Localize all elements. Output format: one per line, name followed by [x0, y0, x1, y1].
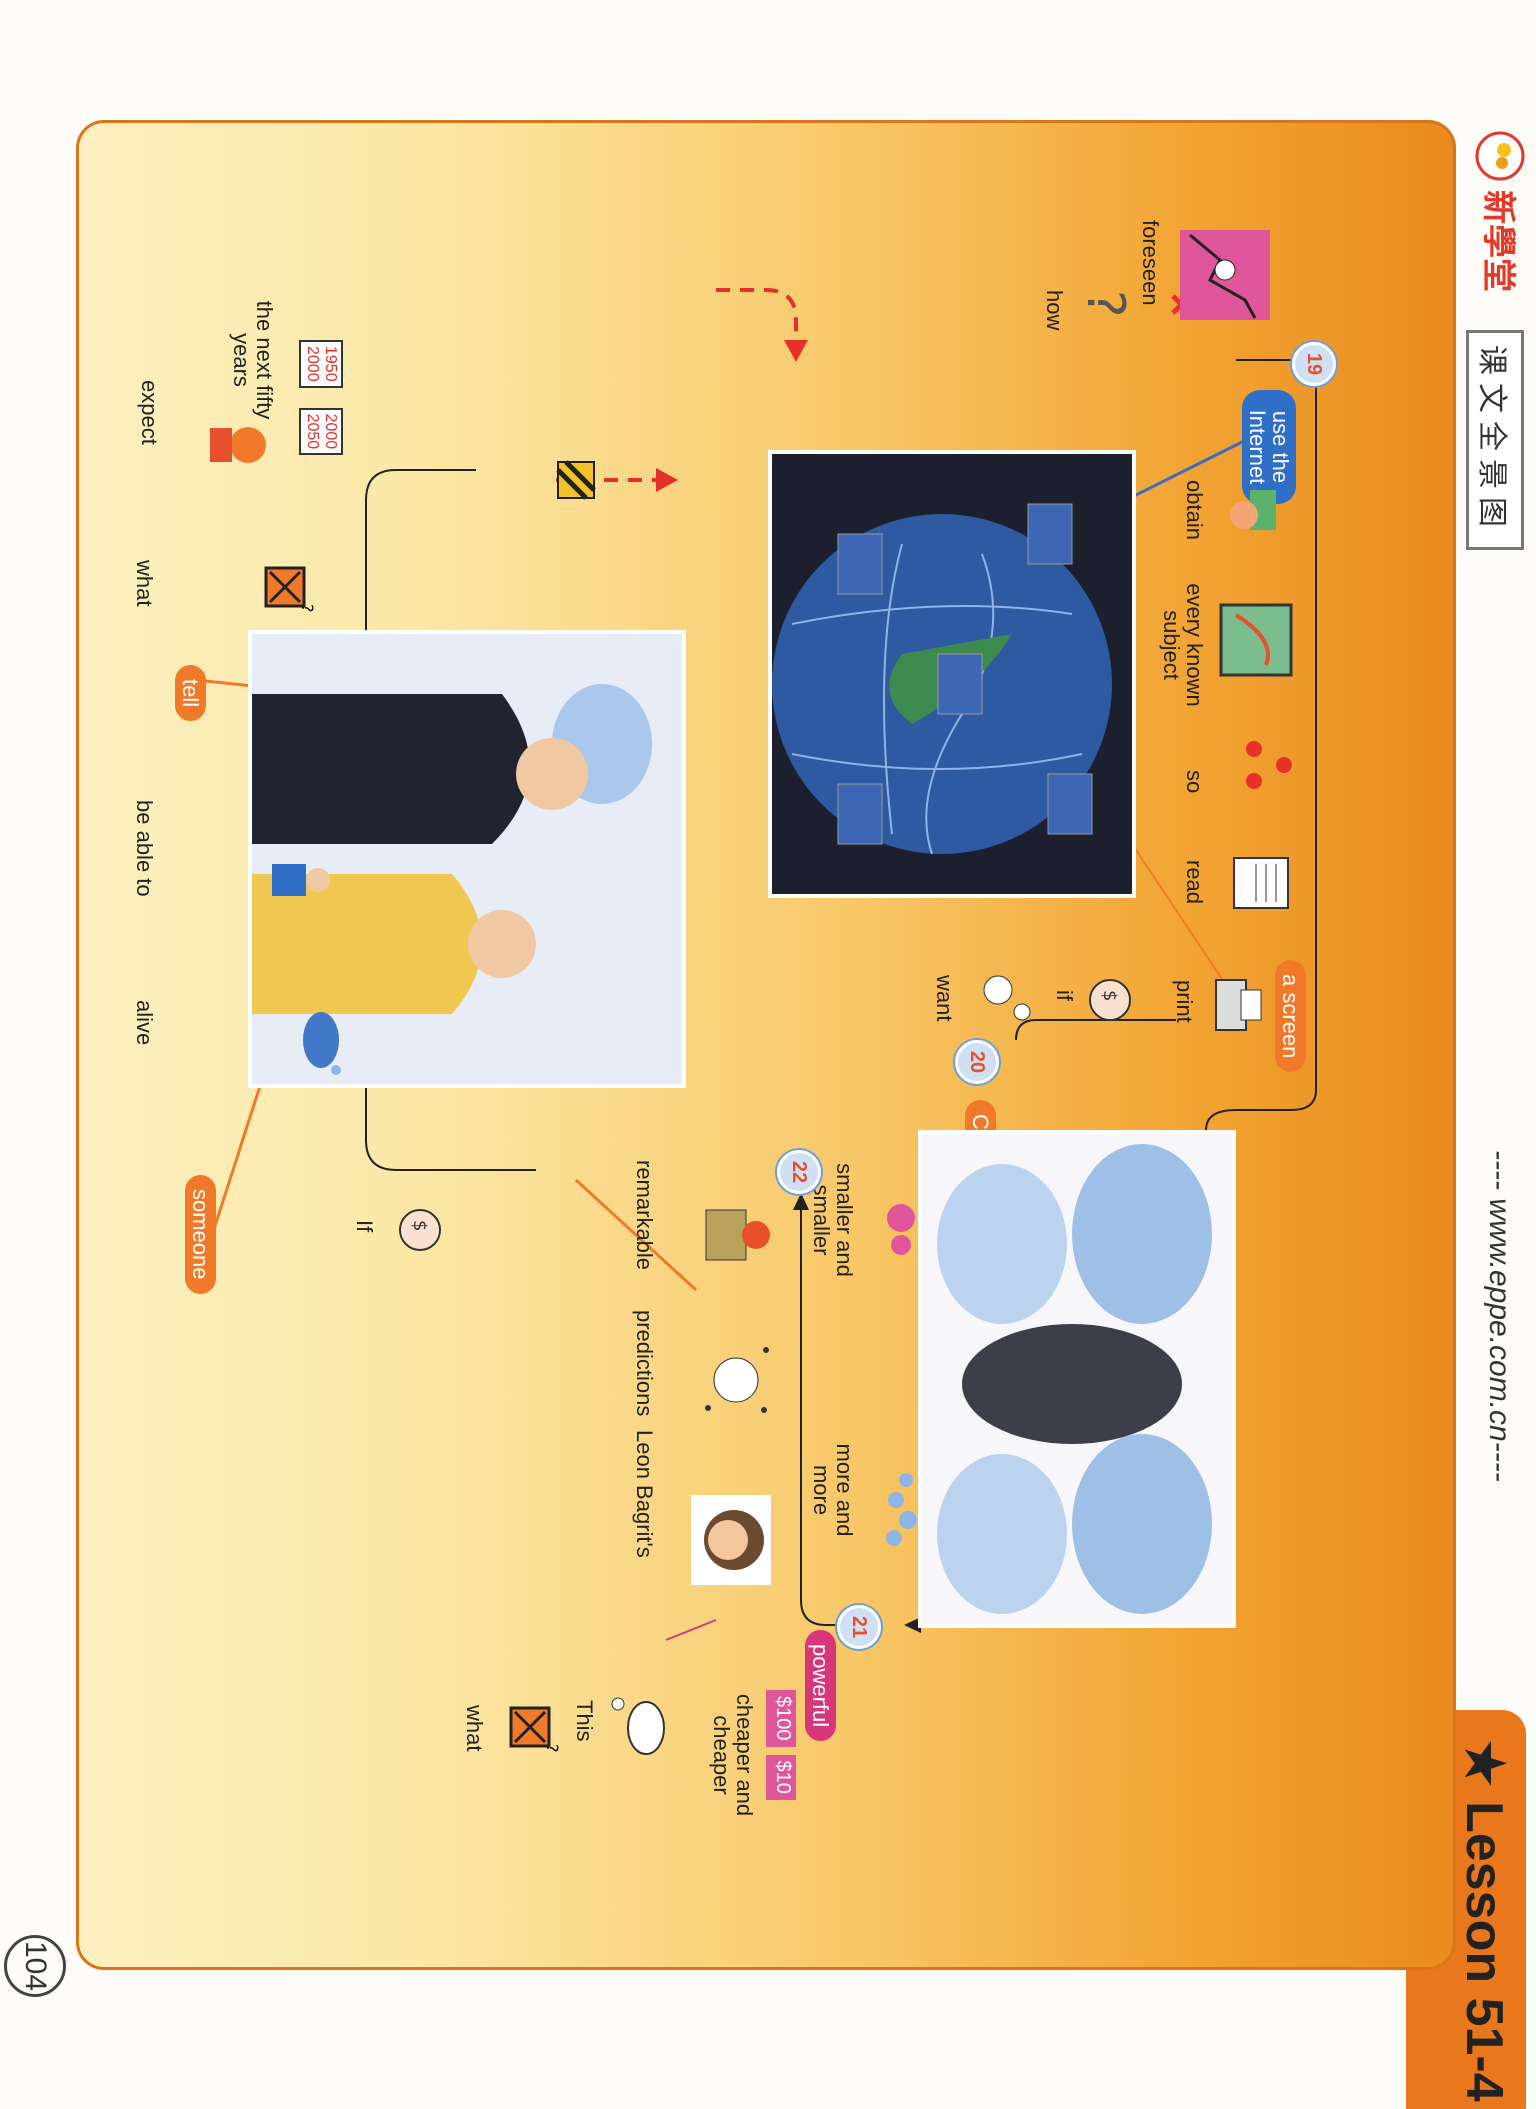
word-want: want [932, 975, 957, 1022]
prism-icon [876, 1200, 926, 1270]
word-next-fifty-years: the next fifty years [228, 300, 277, 420]
calendar-to: 2000 2050 [299, 407, 343, 456]
men-talking-image [248, 630, 686, 1088]
word-read: read [1182, 860, 1207, 905]
calendar-from: 1950 2000 [299, 340, 343, 388]
page-number: 104 [4, 1935, 66, 1997]
question-figure-icon: ? [1075, 280, 1136, 340]
marker-22: 22 [777, 1150, 821, 1194]
svg-text:?: ? [1075, 290, 1135, 318]
label-someone: someone [184, 1175, 216, 1294]
label-tell: tell [174, 665, 206, 722]
leon-portrait-icon [686, 1490, 776, 1590]
svg-text:$: $ [409, 1220, 430, 1231]
logo-icon [1474, 130, 1526, 182]
dots-icon [1236, 735, 1296, 795]
word-what-row2: what [462, 1705, 487, 1752]
word-if-row3: If [352, 1220, 377, 1233]
marker-20: 20 [955, 1040, 999, 1084]
newspaper-icon [1226, 850, 1296, 920]
barrier-icon [556, 460, 596, 500]
computers-image [918, 1130, 1236, 1628]
svg-text:?: ? [298, 604, 317, 613]
fortune-teller-icon [696, 1200, 776, 1270]
word-more-and-more: more and more [808, 1443, 857, 1537]
sparkle-icon [696, 1340, 776, 1420]
box-question-icon: ? [501, 1700, 562, 1760]
hand-money-icon [1226, 480, 1286, 550]
word-if-row1: if [1052, 990, 1077, 1001]
word-be-able-to: be able to [132, 800, 157, 897]
word-how: how [1042, 290, 1067, 331]
svg-text:?: ? [543, 1744, 562, 1753]
price-tag-100: $100 [766, 1690, 796, 1747]
bubbles-icon [876, 1470, 926, 1550]
word-obtain: obtain [1182, 480, 1207, 540]
blue-fish-icon [286, 1000, 356, 1080]
word-alive: alive [132, 1000, 157, 1046]
svg-text:$: $ [1099, 990, 1120, 1001]
book-icon [1216, 600, 1296, 680]
globe-network-image [768, 450, 1136, 898]
price-tags: $100 $10 [766, 1690, 796, 1830]
price-tag-10: $10 [766, 1754, 796, 1800]
word-so: so [1182, 770, 1207, 794]
label-a-screen: a screen [1274, 960, 1306, 1073]
word-expect: expect [137, 380, 162, 445]
word-foreseen: foreseen [1138, 220, 1163, 306]
speech-bubble-icon [606, 1690, 676, 1760]
marker-19: 19 [1292, 342, 1336, 386]
word-remarkable: remarkable [632, 1160, 657, 1271]
praying-person-icon [266, 850, 336, 910]
word-what-row3: what [132, 560, 157, 607]
moneybag-icon: $ [396, 1200, 456, 1260]
marker-21: 21 [837, 1605, 881, 1649]
person-thinking-icon [206, 410, 276, 480]
printer-icon [1206, 970, 1266, 1040]
word-cheaper-and-cheaper: cheaper and cheaper [708, 1693, 757, 1817]
word-print: print [1172, 980, 1197, 1023]
chart-man-icon [1170, 220, 1280, 330]
word-every-known-subject: every known subject [1158, 583, 1207, 707]
moneybag-icon: $ [1086, 970, 1146, 1030]
box-question-icon: ? [256, 560, 317, 620]
word-leon-bagrits: Leon Bagrit's [632, 1430, 657, 1558]
word-this: This [572, 1700, 597, 1742]
calendar-icon: 1950 2000 2000 2050 [291, 340, 351, 490]
label-powerful: powerful [804, 1630, 836, 1742]
toilet-thought-icon [976, 970, 1036, 1030]
word-predictions: predictions [632, 1310, 657, 1417]
